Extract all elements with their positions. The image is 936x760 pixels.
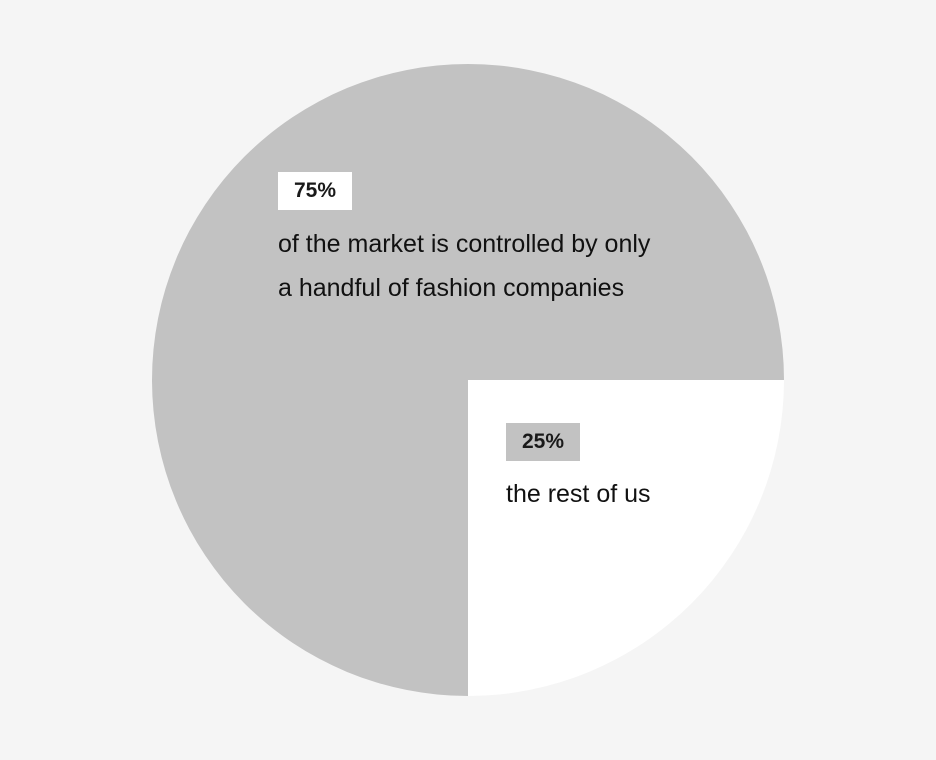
minor-slice-description: the rest of us xyxy=(506,480,651,508)
minor-slice-percent-label: 25% xyxy=(506,423,580,461)
major-slice-description: of the market is controlled by only a ha… xyxy=(278,230,651,302)
major-slice-percent-label: 75% xyxy=(278,172,352,210)
